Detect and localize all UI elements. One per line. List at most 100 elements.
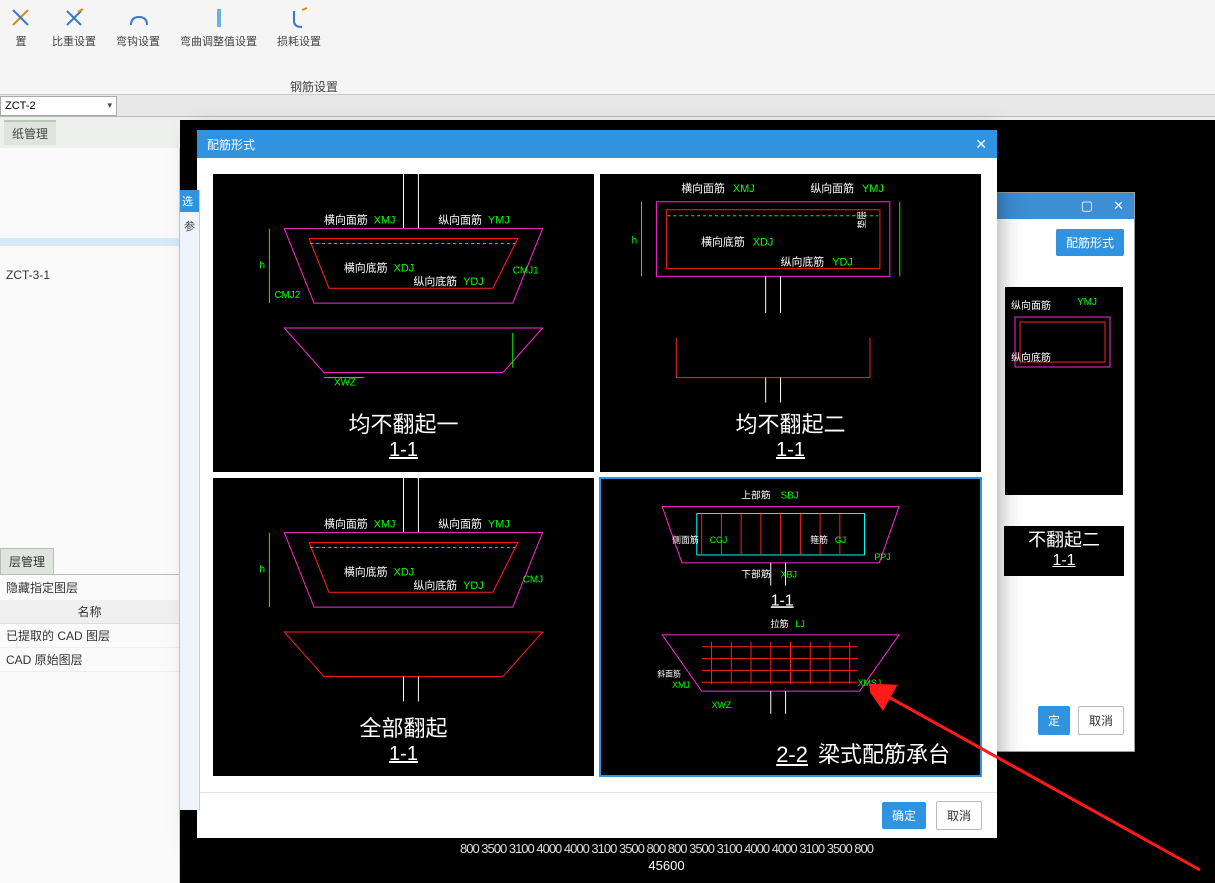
svg-text:横向面筋: 横向面筋 <box>681 181 725 195</box>
properties-dialog: ▢ ✕ 配筋形式 纵向面筋 YMJ 纵向底筋 不翻起二 1-1 定 取消 <box>995 192 1135 752</box>
svg-text:CMJ1: CMJ1 <box>513 265 539 276</box>
option-cell-3[interactable]: 横向面筋XMJ 纵向面筋YMJ 横向底筋XDJ 纵向底筋YDJ CMJ h 全部… <box>212 477 595 777</box>
svg-text:YDJ: YDJ <box>832 256 853 268</box>
option-caption-4: 2-2梁式配筋承台 <box>601 737 980 769</box>
ribbon-label-4: 损耗设置 <box>277 33 321 49</box>
svg-text:XMJ: XMJ <box>374 519 396 531</box>
back-diagram-1: 纵向面筋 YMJ 纵向底筋 <box>1004 286 1124 496</box>
svg-text:YMJ: YMJ <box>488 519 510 531</box>
modal-title-text: 配筋形式 <box>207 136 255 153</box>
svg-text:XDJ: XDJ <box>394 566 415 578</box>
svg-text:XDJ: XDJ <box>394 262 415 274</box>
svg-text:CMJ: CMJ <box>523 574 543 585</box>
svg-text:XDJ: XDJ <box>753 237 774 249</box>
cancel-button[interactable]: 取消 <box>936 801 982 830</box>
svg-text:XMJ: XMJ <box>672 680 690 690</box>
bd2-title: 不翻起二 <box>1028 530 1100 550</box>
hook-icon <box>127 7 149 29</box>
back-ok-button[interactable]: 定 <box>1038 706 1070 735</box>
ribbon-btn-loss[interactable]: 损耗设置 <box>267 5 331 51</box>
svg-text:XBJ: XBJ <box>781 570 797 580</box>
svg-text:横向面筋: 横向面筋 <box>324 213 368 227</box>
option-caption-2: 均不翻起二 1-1 <box>600 407 981 462</box>
svg-text:LJ: LJ <box>795 619 804 629</box>
maximize-icon[interactable]: ▢ <box>1081 198 1093 214</box>
svg-text:纵向底筋: 纵向底筋 <box>781 254 825 268</box>
svg-text:XMSJ: XMSJ <box>858 678 882 688</box>
option-cell-4[interactable]: 上部筋SBJ 侧面筋CGJ 箍筋GJ PPJ 下部筋XBJ 1-1 拉筋LJ <box>599 477 982 777</box>
layer-row-1[interactable]: CAD 原始图层 <box>0 648 179 672</box>
svg-text:侧面筋: 侧面筋 <box>672 534 699 545</box>
member-combo[interactable]: ZCT-2 ▾ <box>0 96 117 116</box>
option-cell-2[interactable]: 横向面筋 XMJ 纵向面筋 YMJ 横向底筋 XDJ 纵向底筋 YDJ 垫层 h <box>599 173 982 473</box>
svg-text:上部筋: 上部筋 <box>741 489 771 502</box>
ribbon-label-3: 弯曲调整值设置 <box>180 33 257 49</box>
manage-tab[interactable]: 纸管理 <box>4 120 56 145</box>
svg-text:下部筋: 下部筋 <box>741 568 771 581</box>
ok-button[interactable]: 确定 <box>882 802 926 829</box>
option-cell-1[interactable]: 横向面筋XMJ 纵向面筋YMJ 横向底筋XDJ 纵向底筋YDJ CMJ1 CMJ… <box>212 173 595 473</box>
svg-text:h: h <box>632 236 638 247</box>
ruler-ticks: 800 3500 3100 4000 4000 3100 3500 800 80… <box>460 841 873 856</box>
combo-bar: ZCT-2 ▾ <box>0 95 1215 117</box>
hide-layer-row[interactable]: 隐藏指定图层 <box>0 575 179 600</box>
properties-titlebar[interactable]: ▢ ✕ <box>996 193 1134 219</box>
ribbon-label-0: 置 <box>16 33 27 49</box>
svg-text:YMJ: YMJ <box>862 183 884 195</box>
svg-text:纵向面筋: 纵向面筋 <box>438 213 482 227</box>
layer-tab[interactable]: 层管理 <box>0 548 54 574</box>
svg-text:GJ: GJ <box>835 535 846 545</box>
bd1-ymj: YMJ <box>1077 297 1097 308</box>
close-icon[interactable]: ✕ <box>1113 198 1124 214</box>
svg-text:YDJ: YDJ <box>463 276 484 288</box>
ribbon: 置 比重设置 弯钩设置 弯曲调整值设置 损耗设置 钢筋设置 <box>0 0 1215 95</box>
diagram-4: 上部筋SBJ 侧面筋CGJ 箍筋GJ PPJ 下部筋XBJ 1-1 拉筋LJ <box>601 479 980 775</box>
side-panel-tab[interactable]: 选 <box>180 190 199 212</box>
back-diagram-2-caption: 不翻起二 1-1 <box>1004 526 1124 576</box>
ribbon-btn-bend[interactable]: 弯曲调整值设置 <box>170 5 267 51</box>
svg-text:垫层: 垫层 <box>856 211 867 229</box>
ribbon-btn-0[interactable]: 置 <box>0 5 42 51</box>
svg-text:YMJ: YMJ <box>488 215 510 227</box>
svg-text:XMJ: XMJ <box>733 183 755 195</box>
member-item[interactable]: ZCT-3-1 <box>0 264 179 286</box>
option-caption-1: 均不翻起一 1-1 <box>213 407 594 462</box>
layer-section: 层管理 隐藏指定图层 名称 已提取的 CAD 图层 CAD 原始图层 <box>0 548 179 672</box>
svg-text:纵向底筋: 纵向底筋 <box>413 274 457 288</box>
back-cancel-button[interactable]: 取消 <box>1078 706 1124 735</box>
svg-text:CGJ: CGJ <box>710 535 728 545</box>
svg-text:1-1: 1-1 <box>771 592 794 609</box>
bd2-sub: 1-1 <box>1052 552 1075 569</box>
ribbon-btn-weight[interactable]: 比重设置 <box>42 5 106 51</box>
svg-text:纵向面筋: 纵向面筋 <box>810 181 854 195</box>
rebar-form-button[interactable]: 配筋形式 <box>1056 229 1124 256</box>
ribbon-btn-hook[interactable]: 弯钩设置 <box>106 5 170 51</box>
selected-row[interactable] <box>0 238 179 246</box>
chevron-down-icon: ▾ <box>107 100 112 111</box>
weight-icon <box>63 7 85 29</box>
ribbon-group-label: 钢筋设置 <box>290 78 338 95</box>
ribbon-label-2: 弯钩设置 <box>116 33 160 49</box>
side-panel-param: 参 <box>180 212 199 240</box>
side-panel-edge: 选 参 <box>180 190 200 810</box>
loss-icon <box>288 7 310 29</box>
modal-titlebar[interactable]: 配筋形式 ✕ <box>197 130 997 158</box>
ruler-center: 45600 <box>460 858 873 873</box>
svg-text:横向底筋: 横向底筋 <box>344 260 388 274</box>
rebar-form-modal: 配筋形式 ✕ 横向面筋 XMJ 纵向面筋 YMJ <box>197 130 997 838</box>
bd1-label2: 纵向底筋 <box>1011 349 1051 364</box>
svg-text:横向底筋: 横向底筋 <box>701 235 745 249</box>
svg-text:XMJ: XMJ <box>374 215 396 227</box>
svg-text:PPJ: PPJ <box>874 552 890 562</box>
svg-text:h: h <box>259 564 265 575</box>
layer-row-0[interactable]: 已提取的 CAD 图层 <box>0 624 179 648</box>
ruler: 800 3500 3100 4000 4000 3100 3500 800 80… <box>460 841 873 873</box>
svg-text:箍筋: 箍筋 <box>810 534 828 545</box>
svg-text:h: h <box>259 260 265 271</box>
svg-text:斜面筋: 斜面筋 <box>657 668 681 678</box>
settings-icon <box>10 7 32 29</box>
ribbon-label-1: 比重设置 <box>52 33 96 49</box>
svg-text:XWZ: XWZ <box>712 700 732 710</box>
modal-close-icon[interactable]: ✕ <box>975 136 987 153</box>
svg-text:YDJ: YDJ <box>463 580 484 592</box>
